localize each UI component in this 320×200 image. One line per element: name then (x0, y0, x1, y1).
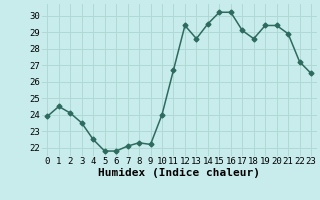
X-axis label: Humidex (Indice chaleur): Humidex (Indice chaleur) (98, 168, 260, 178)
